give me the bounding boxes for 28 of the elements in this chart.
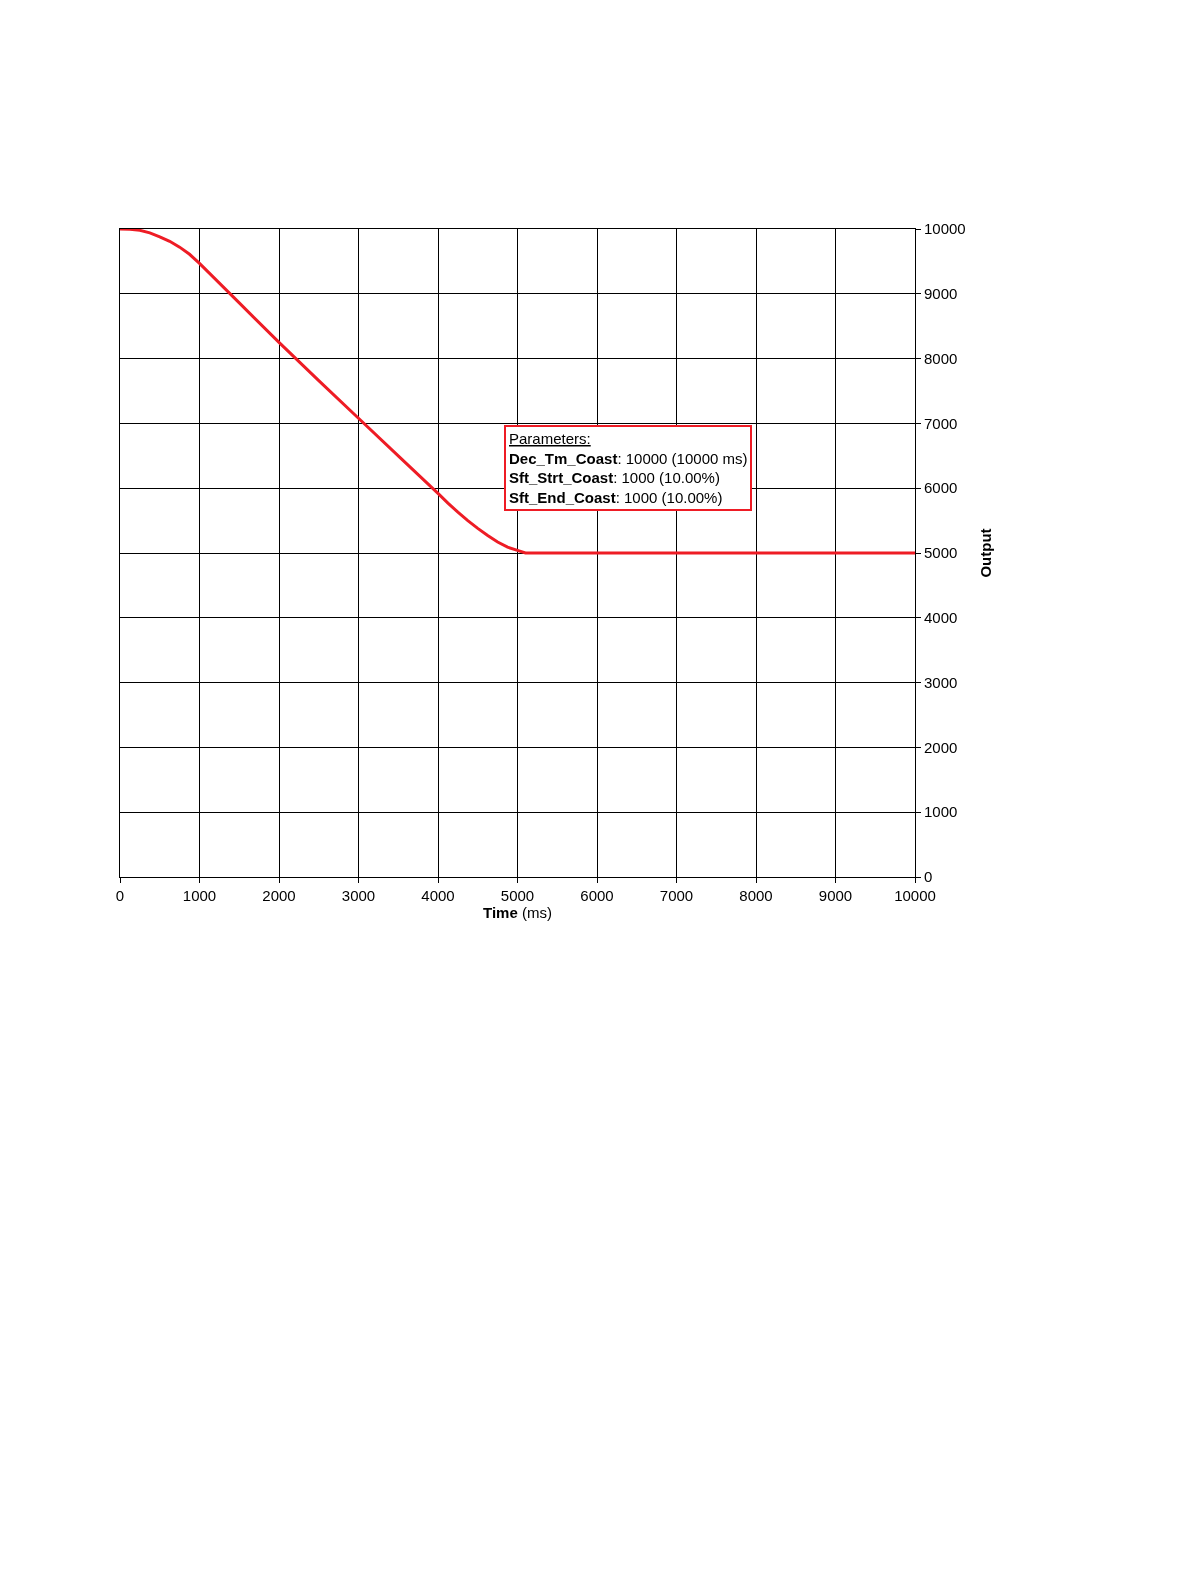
x-tick-label: 0 [115,887,125,904]
x-tick-label: 8000 [739,887,773,904]
x-tick-label: 10000 [894,887,936,904]
y-axis-title: Output [976,528,994,578]
x-axis-title: Time (ms) [483,904,552,921]
y-tick-label: 4000 [924,609,958,627]
x-tick-label: 3000 [341,887,376,904]
annotation: Dec_Tm_Coast: 10000 (10000 ms) [509,449,748,467]
y-tick-label: 2000 [924,738,958,756]
annotation: Parameters: [509,430,591,447]
y-tick-label: 3000 [924,673,958,691]
y-tick-label: 6000 [924,479,958,497]
x-tick-label: 9000 [818,887,853,904]
y-tick-label: 1000 [924,803,958,821]
x-tick-label: 2000 [262,887,296,904]
x-tick-label: 1000 [182,887,217,904]
x-tick-label: 6000 [580,887,614,904]
y-tick-label: 9000 [924,285,958,303]
y-tick-label: 8000 [924,349,958,367]
x-tick-label: 7000 [659,887,694,904]
annotation: Sft_Strt_Coast: 1000 (10.00%) [509,469,720,486]
y-tick-label: 0 [924,868,933,886]
x-tick-label: 4000 [421,887,455,904]
y-tick-label: 10000 [924,220,966,238]
y-tick-label: 7000 [924,414,958,432]
y-tick-label: 5000 [924,544,958,562]
x-tick-label: 5000 [500,887,535,904]
annotation: Sft_End_Coast: 1000 (10.00%) [509,488,723,506]
